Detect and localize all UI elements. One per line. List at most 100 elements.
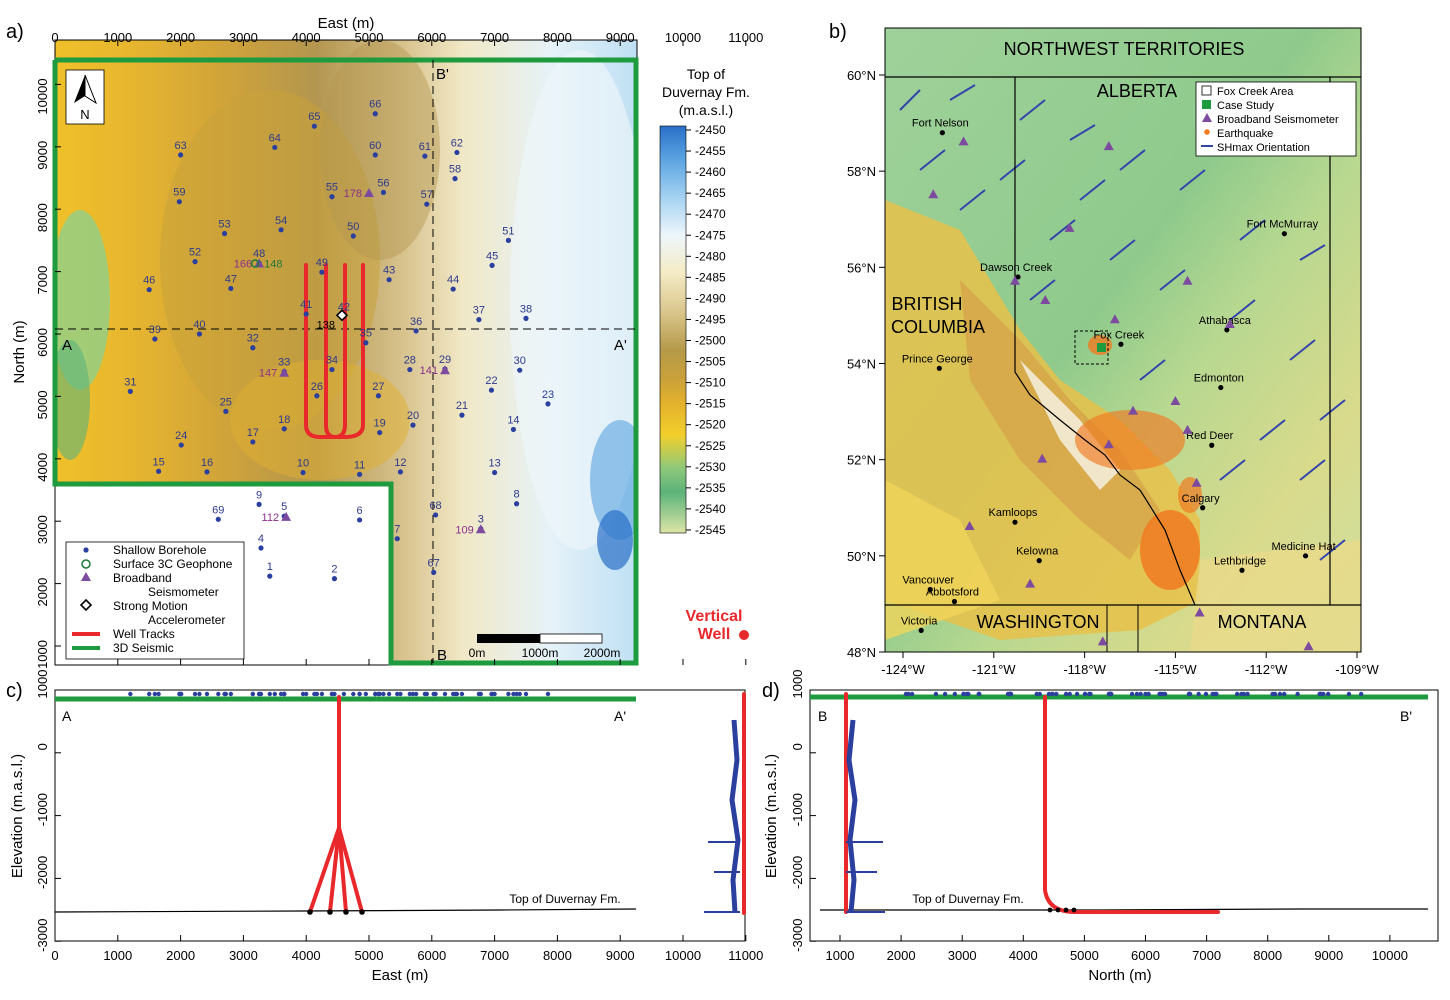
colorbar-tick-label: -2490 bbox=[695, 291, 726, 305]
borehole-label: 62 bbox=[451, 137, 463, 149]
borehole-label: 47 bbox=[225, 273, 237, 285]
shallow-borehole bbox=[300, 469, 306, 476]
city-label: Prince George bbox=[902, 353, 973, 365]
a-ytick-label: 6000 bbox=[35, 328, 50, 357]
borehole-label: 28 bbox=[404, 355, 416, 367]
well-tracks-plan bbox=[304, 263, 365, 439]
b-ytick-label: 54°N bbox=[847, 357, 876, 372]
surface-borehole-point bbox=[410, 691, 416, 697]
shallow-borehole bbox=[281, 426, 287, 432]
d-ytick-label: -2000 bbox=[790, 856, 805, 889]
borehole-label: 12 bbox=[394, 457, 406, 469]
c-xtick-label: 5000 bbox=[355, 948, 384, 963]
d-ytick-label: 1000 bbox=[790, 670, 805, 699]
b-xtick-label: -112°W bbox=[1245, 662, 1288, 677]
surface-borehole-point bbox=[1074, 691, 1080, 697]
borehole-label: 23 bbox=[542, 389, 554, 401]
shallow-borehole bbox=[489, 262, 495, 268]
broadband-seismometer bbox=[439, 365, 450, 375]
surface-borehole-point bbox=[256, 691, 262, 697]
shallow-borehole bbox=[372, 111, 378, 117]
b-ytick-label: 48°N bbox=[847, 645, 876, 660]
panel-c-right-label: A' bbox=[614, 708, 626, 724]
panel-c-left-label: A bbox=[62, 708, 72, 724]
colorbar-tick-label: -2460 bbox=[695, 165, 726, 179]
colorbar-tick-label: -2475 bbox=[695, 228, 726, 242]
borehole-label: 21 bbox=[456, 400, 468, 412]
colorbar-tick-label: -2520 bbox=[695, 418, 726, 432]
legend-accelerometer-icon bbox=[79, 598, 93, 612]
surface-borehole-point bbox=[1277, 691, 1283, 697]
borehole-label: 56 bbox=[377, 177, 389, 189]
borehole-label: 40 bbox=[193, 319, 205, 331]
borehole-label: 30 bbox=[514, 355, 526, 367]
well-target-point bbox=[1055, 907, 1061, 913]
north-arrow-label: N bbox=[80, 107, 89, 122]
borehole-label: 39 bbox=[149, 324, 161, 336]
legend-label: Seismometer bbox=[148, 585, 219, 599]
surface-borehole-point bbox=[903, 691, 909, 697]
shallow-borehole bbox=[377, 429, 383, 436]
surface-borehole-point bbox=[933, 691, 939, 697]
surface-borehole-point bbox=[216, 691, 221, 697]
b-xtick-label: -118°W bbox=[1063, 662, 1106, 677]
shallow-borehole bbox=[431, 569, 437, 575]
shallow-borehole bbox=[250, 345, 256, 351]
broadband-seismometer bbox=[1037, 453, 1048, 463]
city-marker bbox=[1118, 341, 1124, 347]
shallow-borehole bbox=[314, 393, 320, 399]
legend-label: Well Tracks bbox=[113, 627, 175, 641]
c-ytick-label: -3000 bbox=[35, 919, 50, 952]
surface-borehole-point bbox=[545, 691, 551, 697]
panel-d-y-title: Elevation (m.a.s.l.) bbox=[763, 754, 780, 878]
panel-b-legend: Fox Creek Area Case Study Broadband Seismo… bbox=[1195, 81, 1357, 157]
a-ytick-label: 1000 bbox=[35, 640, 50, 669]
broadband-seismometer bbox=[1303, 641, 1314, 651]
panel-b-frame bbox=[884, 27, 1362, 653]
d-xtick-label: 9000 bbox=[1314, 948, 1343, 963]
panel-c-ticks: 0 1000 2000 3000 4000 5000 6000 7000 8000 9000 100… bbox=[35, 670, 763, 963]
fox-creek-area-box bbox=[1074, 330, 1109, 365]
surface-borehole-point bbox=[976, 691, 981, 697]
well-target-point bbox=[307, 909, 313, 915]
d-xtick-label: 1000 bbox=[826, 948, 855, 963]
shallow-borehole bbox=[215, 516, 221, 522]
surface-borehole-point bbox=[459, 691, 465, 697]
shallow-borehole bbox=[156, 468, 162, 474]
surface-borehole-point bbox=[1245, 691, 1250, 697]
c-xtick-label: 1000 bbox=[103, 948, 132, 963]
panel-c-frame bbox=[54, 689, 746, 942]
surface-borehole-point bbox=[442, 691, 448, 697]
borehole-label: 24 bbox=[175, 430, 187, 442]
borehole-label: 34 bbox=[326, 355, 338, 367]
colorbar-tick-label: -2480 bbox=[695, 249, 726, 263]
surface-borehole-point bbox=[222, 691, 227, 697]
surface-borehole-point bbox=[1203, 691, 1209, 697]
surface-borehole-point bbox=[413, 691, 419, 697]
surface-borehole-point bbox=[1129, 691, 1135, 697]
city-marker bbox=[927, 586, 933, 593]
colorbar-title-2: Duvernay Fm. bbox=[662, 84, 750, 100]
shallow-borehole bbox=[407, 366, 413, 373]
scale-2000: 2000m bbox=[584, 646, 621, 660]
city-label: Fox Creek bbox=[1094, 329, 1145, 341]
borehole-label: 61 bbox=[419, 141, 431, 153]
shallow-borehole bbox=[146, 287, 152, 293]
borehole-label: 9 bbox=[256, 489, 262, 501]
borehole-label: 68 bbox=[429, 500, 441, 512]
legend-label: Accelerometer bbox=[148, 613, 225, 627]
legend-geophone-icon bbox=[81, 559, 91, 569]
borehole-label: 16 bbox=[201, 457, 213, 469]
borehole-label: 53 bbox=[218, 219, 230, 231]
surface-borehole-point bbox=[1196, 691, 1201, 697]
well-target-point bbox=[359, 909, 365, 915]
borehole-label: 35 bbox=[360, 328, 372, 340]
borehole-label: 6 bbox=[357, 505, 363, 517]
shallow-borehole bbox=[492, 469, 498, 476]
surface-borehole-point bbox=[1358, 691, 1364, 697]
borehole-label: 51 bbox=[502, 225, 514, 237]
vertical-well-label-2: Well bbox=[698, 626, 731, 643]
panel-c-well-log bbox=[729, 719, 741, 913]
colorbar-tick-label: -2525 bbox=[695, 439, 726, 453]
panel-d-ticks: 1000 2000 3000 4000 5000 6000 7000 8000 9000 1000… bbox=[790, 670, 1408, 963]
